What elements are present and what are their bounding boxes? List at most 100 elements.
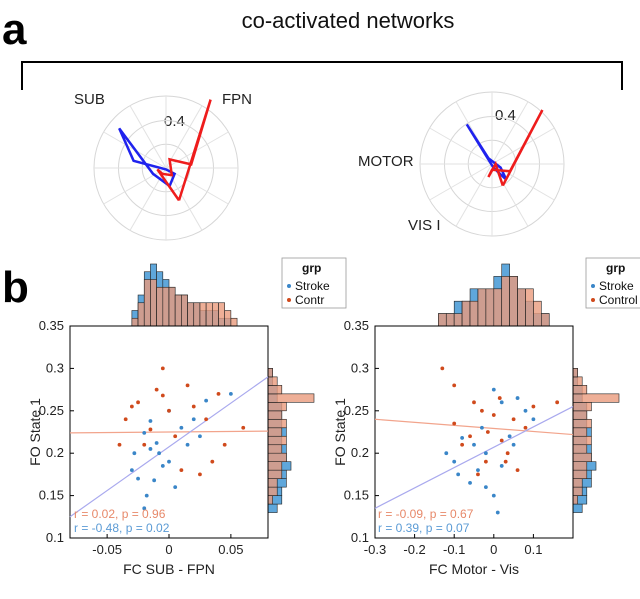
top-hist-bar-control: [150, 279, 157, 327]
legend-entry: Control: [599, 293, 638, 307]
data-point-control: [485, 430, 490, 434]
data-point-control: [142, 442, 147, 447]
data-point-control: [511, 417, 516, 422]
x-axis-label: FC SUB - FPN: [123, 561, 215, 577]
data-point-stroke: [160, 464, 165, 468]
x-tick-label: -0.2: [403, 542, 425, 557]
right-hist-bar-control: [267, 385, 283, 395]
data-point-control: [154, 387, 159, 392]
data-point-stroke: [483, 485, 488, 490]
polar2-label-left: MOTOR: [358, 153, 414, 170]
polar2-label-bottom: VIS I: [408, 217, 441, 234]
legend-box: [281, 257, 347, 309]
data-point-control: [167, 408, 171, 413]
right-hist-bar-control: [267, 393, 315, 403]
stat-control: r = -0.09, p = 0.67: [378, 507, 474, 521]
top-hist-bar-control: [156, 286, 164, 327]
data-point-stroke: [148, 447, 153, 451]
x-tick-label: -0.05: [92, 542, 122, 557]
top-hist-bar-control: [438, 313, 447, 327]
fit-line-stroke: [69, 376, 269, 518]
data-point-stroke: [142, 430, 147, 435]
data-point-stroke: [179, 425, 184, 430]
panel-b-letter: b: [2, 263, 29, 312]
stat-control: r = 0.02, p = 0.96: [74, 507, 166, 521]
data-point-stroke: [198, 434, 202, 439]
right-hist-bar-control: [572, 427, 588, 437]
data-point-stroke: [191, 417, 196, 422]
data-point-stroke: [154, 441, 159, 445]
y-tick-label: 0.15: [39, 488, 64, 503]
polar1-label-left: SUB: [74, 91, 105, 108]
x-tick-label: 0.1: [524, 542, 542, 557]
right-hist-bar-control: [572, 444, 588, 454]
data-point-stroke: [144, 493, 149, 498]
top-hist-bar-control: [501, 276, 510, 327]
top-hist-bar-control: [143, 279, 151, 327]
data-point-control: [129, 404, 134, 409]
right-hist-bar-control: [267, 495, 273, 505]
polar-spoke: [129, 105, 167, 169]
legend-title: grp: [302, 261, 321, 275]
right-hist-bar-control: [267, 461, 283, 471]
data-point-control: [123, 417, 128, 422]
top-hist-bar-control: [533, 300, 542, 327]
data-point-stroke: [228, 391, 233, 396]
top-hist-bar-control: [162, 286, 170, 327]
x-axis-label: FC Motor - Vis: [429, 561, 519, 577]
top-hist-bar-control: [131, 317, 139, 327]
stat-stroke: r = 0.39, p = 0.07: [378, 521, 470, 535]
right-hist-bar-control: [572, 410, 588, 420]
fit-line-control: [69, 430, 269, 434]
top-hist-bar-control: [469, 300, 479, 327]
top-hist-bar-control: [193, 302, 201, 327]
y-axis-label: FO State 1: [27, 398, 43, 466]
polar-plot-1: SUB FPN 0.4: [74, 91, 252, 241]
top-hist-bar-control: [485, 288, 495, 327]
data-point-control: [499, 438, 504, 443]
polar1-label-right: FPN: [222, 91, 252, 108]
data-point-stroke: [495, 510, 500, 515]
y-tick-label: 0.1: [351, 530, 369, 545]
data-point-control: [241, 425, 246, 430]
data-point-control: [505, 451, 510, 456]
data-point-control: [222, 442, 227, 447]
right-hist-bar-control: [572, 435, 592, 446]
data-point-stroke: [173, 485, 178, 490]
data-point-stroke: [483, 451, 488, 456]
data-point-control: [480, 408, 484, 413]
polar-red-trace: [156, 99, 212, 202]
y-tick-label: 0.2: [351, 445, 369, 460]
data-point-control: [185, 383, 190, 388]
right-hist-bar-control: [572, 495, 578, 505]
data-point-stroke: [468, 480, 472, 485]
data-point-stroke: [476, 468, 480, 473]
x-tick-label: 0.05: [218, 542, 243, 557]
data-point-control: [198, 472, 202, 477]
panel-a-title: co-activated networks: [242, 8, 455, 33]
data-point-control: [160, 393, 165, 398]
y-tick-label: 0.35: [39, 318, 64, 333]
top-hist-bar-control: [137, 302, 145, 327]
x-tick-label: -0.1: [443, 542, 465, 557]
polar-red-trace: [487, 109, 544, 187]
network-bracket: [21, 61, 623, 90]
x-tick-label: -0.3: [364, 542, 386, 557]
right-hist-bar-control: [267, 478, 278, 488]
legend-entry: Contr: [295, 293, 324, 307]
y-tick-label: 0.2: [46, 445, 64, 460]
y-tick-label: 0.3: [46, 360, 64, 375]
polar-spoke: [491, 101, 529, 165]
data-point-control: [460, 442, 465, 447]
top-hist-bar-control: [477, 288, 487, 327]
panel-a-letter: a: [2, 5, 27, 54]
legend-title: grp: [606, 261, 625, 275]
data-point-stroke: [507, 434, 512, 439]
polar-spoke: [129, 167, 167, 231]
data-point-control: [191, 404, 196, 409]
data-point-stroke: [167, 459, 171, 464]
polar-spoke: [429, 163, 493, 201]
right-hist-bar-stroke: [267, 503, 278, 513]
data-point-stroke: [444, 451, 449, 456]
